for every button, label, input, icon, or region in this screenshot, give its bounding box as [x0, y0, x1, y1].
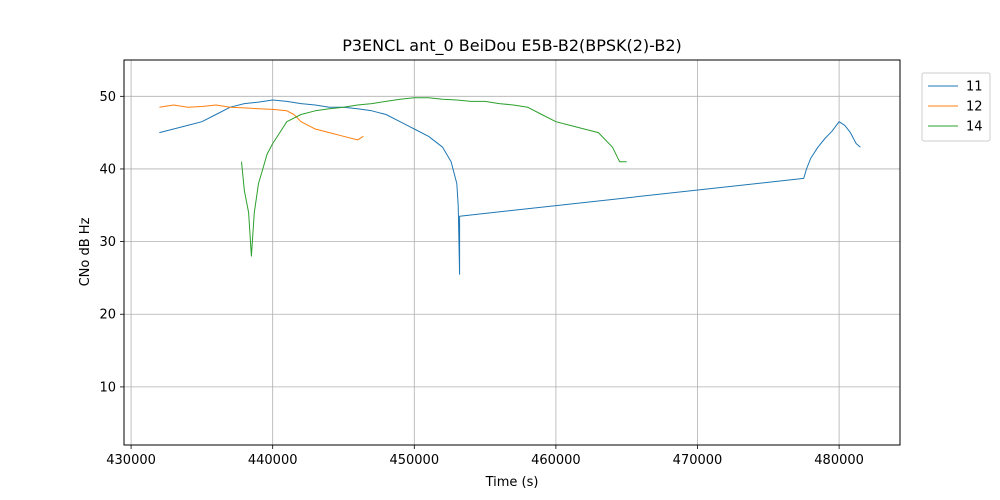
legend-label-11: 11 [966, 80, 983, 95]
x-axis-ticks: 430000 440000 450000 460000 470000 480000 [106, 445, 864, 468]
y-tick-label: 20 [99, 308, 116, 323]
y-axis-ticks: 10 20 30 40 50 [99, 90, 124, 395]
y-tick-label: 10 [99, 380, 116, 395]
series-line-11 [159, 99, 861, 275]
x-tick-label: 470000 [673, 453, 723, 468]
y-tick-label: 30 [99, 235, 116, 250]
y-axis-label: CNo dB Hz [78, 217, 93, 286]
x-tick-label: 480000 [814, 453, 864, 468]
x-tick-label: 440000 [248, 453, 298, 468]
y-tick-label: 50 [99, 90, 116, 105]
plot-area-frame [123, 59, 901, 446]
x-tick-label: 450000 [389, 453, 439, 468]
series-group [159, 97, 861, 275]
series-line-12 [159, 104, 364, 141]
y-tick-label: 40 [99, 162, 116, 177]
x-axis-label: Time (s) [485, 475, 539, 490]
legend-label-14: 14 [966, 120, 983, 135]
series-line-14 [241, 97, 627, 257]
x-tick-label: 460000 [531, 453, 581, 468]
chart-title: P3ENCL ant_0 BeiDou E5B-B2(BPSK(2)-B2) [342, 36, 682, 56]
legend-frame [921, 72, 991, 142]
legend: 11 12 14 [921, 72, 991, 142]
grid-lines [124, 60, 900, 445]
legend-label-12: 12 [966, 100, 983, 115]
x-tick-label: 430000 [106, 453, 156, 468]
